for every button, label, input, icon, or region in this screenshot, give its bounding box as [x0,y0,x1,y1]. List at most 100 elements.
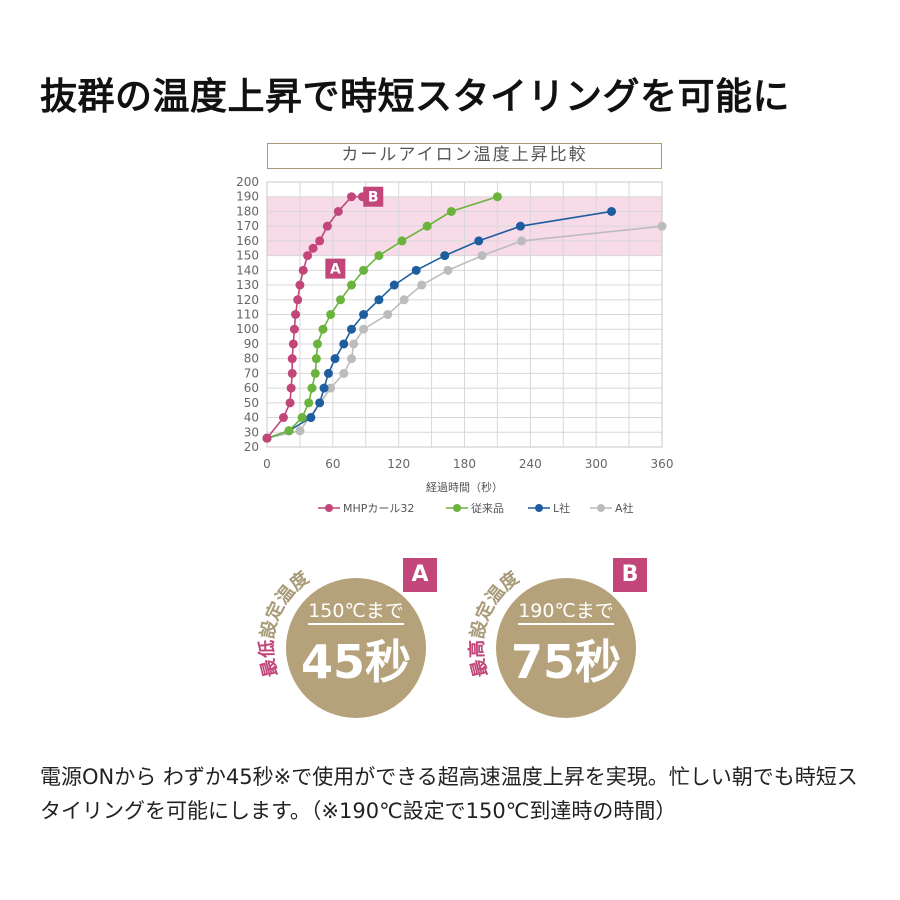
x-tick-label: 360 [651,457,674,471]
legend-marker [325,504,333,512]
data-point [517,236,527,246]
y-tick-label: 90 [244,337,259,351]
badge-tag-b: B [613,558,647,592]
y-tick-label: 50 [244,396,259,410]
legend-label: L社 [553,501,570,515]
badge-rule-a [308,623,404,625]
badge-disc-b: 190℃まで 75秒 [496,578,636,718]
y-tick-label: 100 [236,322,259,336]
x-tick-label: 300 [585,457,608,471]
data-point [287,368,297,378]
plot-frame [266,181,663,448]
badge-time-b: 75秒 [510,635,621,689]
data-point [346,280,356,290]
data-point [330,354,340,364]
data-point [359,310,369,319]
data-point [397,236,407,246]
data-point [319,383,329,393]
data-point [422,221,432,231]
y-tick-label: 130 [236,278,259,292]
badge-temp-b: 190℃まで [518,600,614,622]
y-tick-label: 70 [244,366,259,380]
data-point [346,324,356,334]
data-point [346,192,356,202]
y-tick-label: 190 [236,190,259,204]
data-point [477,251,487,261]
x-tick-label: 60 [325,457,340,471]
data-point [417,280,427,290]
data-point [311,354,321,364]
data-point [291,310,301,319]
data-point [515,221,525,231]
data-point [315,236,325,246]
chart-title: カールアイロン温度上昇比較 [267,143,662,169]
data-point [297,413,307,423]
y-tick-label: 140 [236,263,259,277]
data-point [440,251,450,261]
badge-rule-b [518,623,614,625]
data-point [657,221,667,231]
data-point [359,324,369,334]
data-point [443,265,453,275]
data-point [322,221,332,231]
data-point [349,339,359,349]
data-point [304,398,314,408]
data-point [492,192,502,202]
data-point [289,324,299,334]
temperature-chart: 2030405060708090100110120130140150160170… [236,175,674,515]
data-point [310,368,320,378]
y-tick-label: 150 [236,249,259,263]
y-tick-label: 180 [236,204,259,218]
data-point [399,295,409,305]
data-point [336,295,346,305]
data-point [333,206,343,216]
data-point [346,354,356,364]
body-text: 電源ONから わずか45秒※で使用ができる超高速温度上昇を実現。忙しい朝でも時短… [40,765,858,823]
data-point [411,265,421,275]
data-point [389,280,399,290]
annotation-label: A [330,262,341,278]
annotation-box [325,258,346,279]
badge-time-a: 45秒 [300,635,411,689]
data-point [326,310,336,319]
data-point [374,251,384,261]
data-point [339,368,349,378]
data-point [288,339,298,349]
data-point [318,324,328,334]
badge-arc-head-a: 最低 [256,640,283,680]
legend-label: 従来品 [471,502,504,515]
data-point [298,265,308,275]
data-point [308,243,318,253]
data-point [286,383,296,393]
data-point [278,413,288,423]
data-point [284,426,294,436]
data-point [326,383,336,393]
badge-tag-a: A [403,558,437,592]
headline: 抜群の温度上昇で時短スタイリングを可能に [40,75,790,118]
data-point [307,383,317,393]
legend-marker [597,504,605,512]
y-tick-label: 60 [244,381,259,395]
legend-marker [453,504,461,512]
y-tick-label: 170 [236,219,259,233]
legend-marker [535,504,543,512]
y-tick-label: 110 [236,308,259,322]
y-tick-label: 120 [236,293,259,307]
data-point [374,295,384,305]
data-point [303,251,313,261]
data-point [295,280,305,290]
data-point [383,310,393,319]
y-tick-label: 80 [244,352,259,366]
x-tick-label: 120 [387,457,410,471]
data-point [287,354,297,364]
x-tick-label: 240 [519,457,542,471]
legend-label: MHPカール32 [343,502,414,515]
badge-arc-head-b: 最高 [466,640,493,680]
data-point [312,339,322,349]
data-point [446,206,456,216]
y-tick-label: 200 [236,175,259,189]
data-point [323,368,333,378]
data-point [285,398,295,408]
data-point [339,339,349,349]
y-tick-label: 30 [244,425,259,439]
